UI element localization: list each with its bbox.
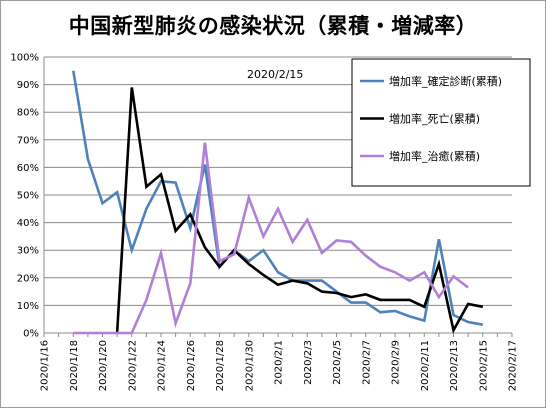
date-annotation: 2020/2/15	[247, 68, 303, 81]
y-tick-label: 0%	[23, 329, 39, 340]
y-tick-label: 50%	[17, 191, 39, 202]
series-line	[73, 142, 469, 335]
x-tick-label: 2020/1/28	[215, 340, 226, 391]
legend-label: 増加率_確定診断(累積)	[389, 74, 502, 88]
x-tick-label: 2020/2/5	[332, 340, 343, 385]
x-tick-label: 2020/1/26	[186, 340, 197, 391]
legend-label: 増加率_死亡(累積)	[389, 112, 480, 126]
x-tick-label: 2020/2/17	[508, 340, 519, 391]
y-tick-label: 90%	[17, 80, 39, 91]
x-tick-label: 2020/1/18	[69, 340, 80, 391]
legend-label: 増加率_治癒(累積)	[389, 149, 480, 163]
x-axis-ticks: 2020/1/16 2020/1/18 2020/1/20 2020/1/22 2020…	[40, 340, 519, 391]
x-tick-label: 2020/2/3	[303, 340, 314, 385]
x-tick-label: 2020/1/22	[127, 340, 138, 391]
y-tick-label: 40%	[17, 218, 39, 229]
y-axis-ticks: 0% 10% 20% 30% 40% 50% 60% 70% 80% 90% 100%	[10, 53, 39, 340]
x-tick-label: 2020/2/15	[478, 340, 489, 391]
x-tick-label: 2020/2/13	[449, 340, 460, 391]
chart-title: 中国新型肺炎の感染状況（累積・増減率）	[68, 14, 478, 38]
axes	[43, 57, 513, 337]
y-tick-label: 100%	[10, 53, 39, 64]
y-tick-label: 70%	[17, 135, 39, 146]
legend: 増加率_確定診断(累積) 増加率_死亡(累積) 増加率_治癒(累積)	[351, 58, 531, 187]
x-tick-label: 2020/1/24	[157, 340, 168, 391]
series-lines	[72, 70, 484, 335]
y-tick-label: 20%	[17, 273, 39, 284]
x-tick-label: 2020/1/30	[244, 340, 255, 391]
x-tick-label: 2020/2/1	[274, 340, 285, 385]
x-tick-label: 2020/2/11	[420, 340, 431, 391]
y-tick-label: 10%	[17, 301, 39, 312]
y-tick-label: 30%	[17, 246, 39, 257]
series-line	[115, 87, 484, 334]
series-line	[72, 70, 484, 326]
x-tick-label: 2020/1/20	[98, 340, 109, 391]
x-tick-label: 2020/1/16	[40, 340, 51, 391]
x-tick-label: 2020/2/7	[361, 340, 372, 385]
y-tick-label: 60%	[17, 163, 39, 174]
y-tick-label: 80%	[17, 108, 39, 119]
x-tick-label: 2020/2/9	[391, 340, 402, 385]
